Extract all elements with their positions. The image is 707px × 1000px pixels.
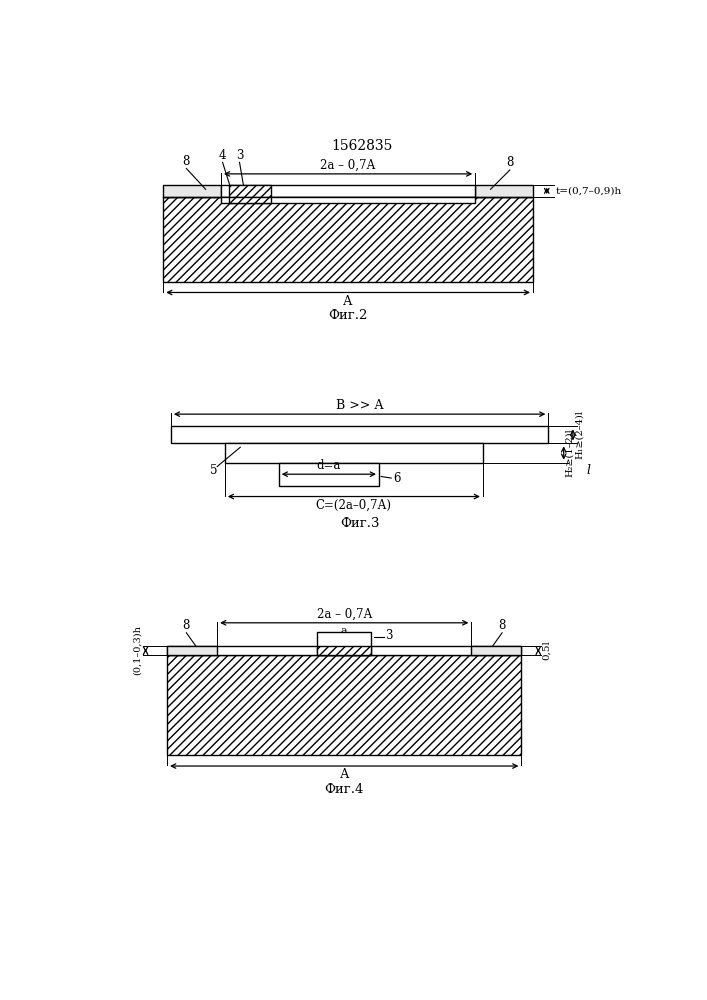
Bar — [317, 646, 371, 655]
Text: А: А — [344, 295, 353, 308]
Bar — [229, 197, 271, 203]
Bar — [317, 632, 371, 655]
Text: (0,1–0,3)h: (0,1–0,3)h — [133, 626, 141, 675]
Text: 3: 3 — [385, 629, 392, 642]
Bar — [171, 426, 549, 443]
Text: 8: 8 — [498, 619, 506, 632]
Bar — [475, 185, 533, 197]
Text: 0,5l: 0,5l — [542, 641, 551, 660]
Text: 2а – 0,7А: 2а – 0,7А — [320, 159, 376, 172]
Text: В >> А: В >> А — [336, 399, 383, 412]
Bar — [167, 655, 521, 755]
Bar — [472, 646, 521, 655]
Text: а: а — [341, 626, 348, 636]
Text: 6: 6 — [393, 472, 400, 485]
Text: С=(2а–0,7А): С=(2а–0,7А) — [316, 499, 392, 512]
Bar — [229, 185, 271, 197]
Text: Н₁≥(2–4)l: Н₁≥(2–4)l — [575, 410, 583, 459]
Bar — [163, 197, 533, 282]
Bar — [221, 185, 475, 197]
Text: Фиг.3: Фиг.3 — [340, 517, 380, 530]
Bar — [167, 646, 217, 655]
Text: 5: 5 — [209, 464, 217, 477]
Bar — [163, 185, 221, 197]
Text: Фиг.2: Фиг.2 — [329, 309, 368, 322]
Text: 8: 8 — [182, 619, 190, 632]
Text: Н₂≥(1–2)l: Н₂≥(1–2)l — [565, 429, 574, 477]
Bar — [279, 463, 379, 486]
Bar — [167, 646, 521, 655]
Text: 1562835: 1562835 — [332, 139, 392, 153]
Text: А: А — [339, 768, 349, 781]
Bar — [221, 197, 475, 203]
Text: l: l — [587, 464, 591, 477]
Bar — [225, 443, 483, 463]
Text: 8: 8 — [506, 156, 513, 169]
Text: 3: 3 — [235, 149, 243, 162]
Text: d=а: d=а — [317, 459, 341, 472]
Text: 4: 4 — [219, 149, 226, 162]
Text: Фиг.4: Фиг.4 — [325, 783, 364, 796]
Text: 2а – 0,7А: 2а – 0,7А — [317, 607, 372, 620]
Text: 8: 8 — [182, 155, 190, 168]
Text: t=(0,7–0,9)h: t=(0,7–0,9)h — [556, 186, 622, 195]
